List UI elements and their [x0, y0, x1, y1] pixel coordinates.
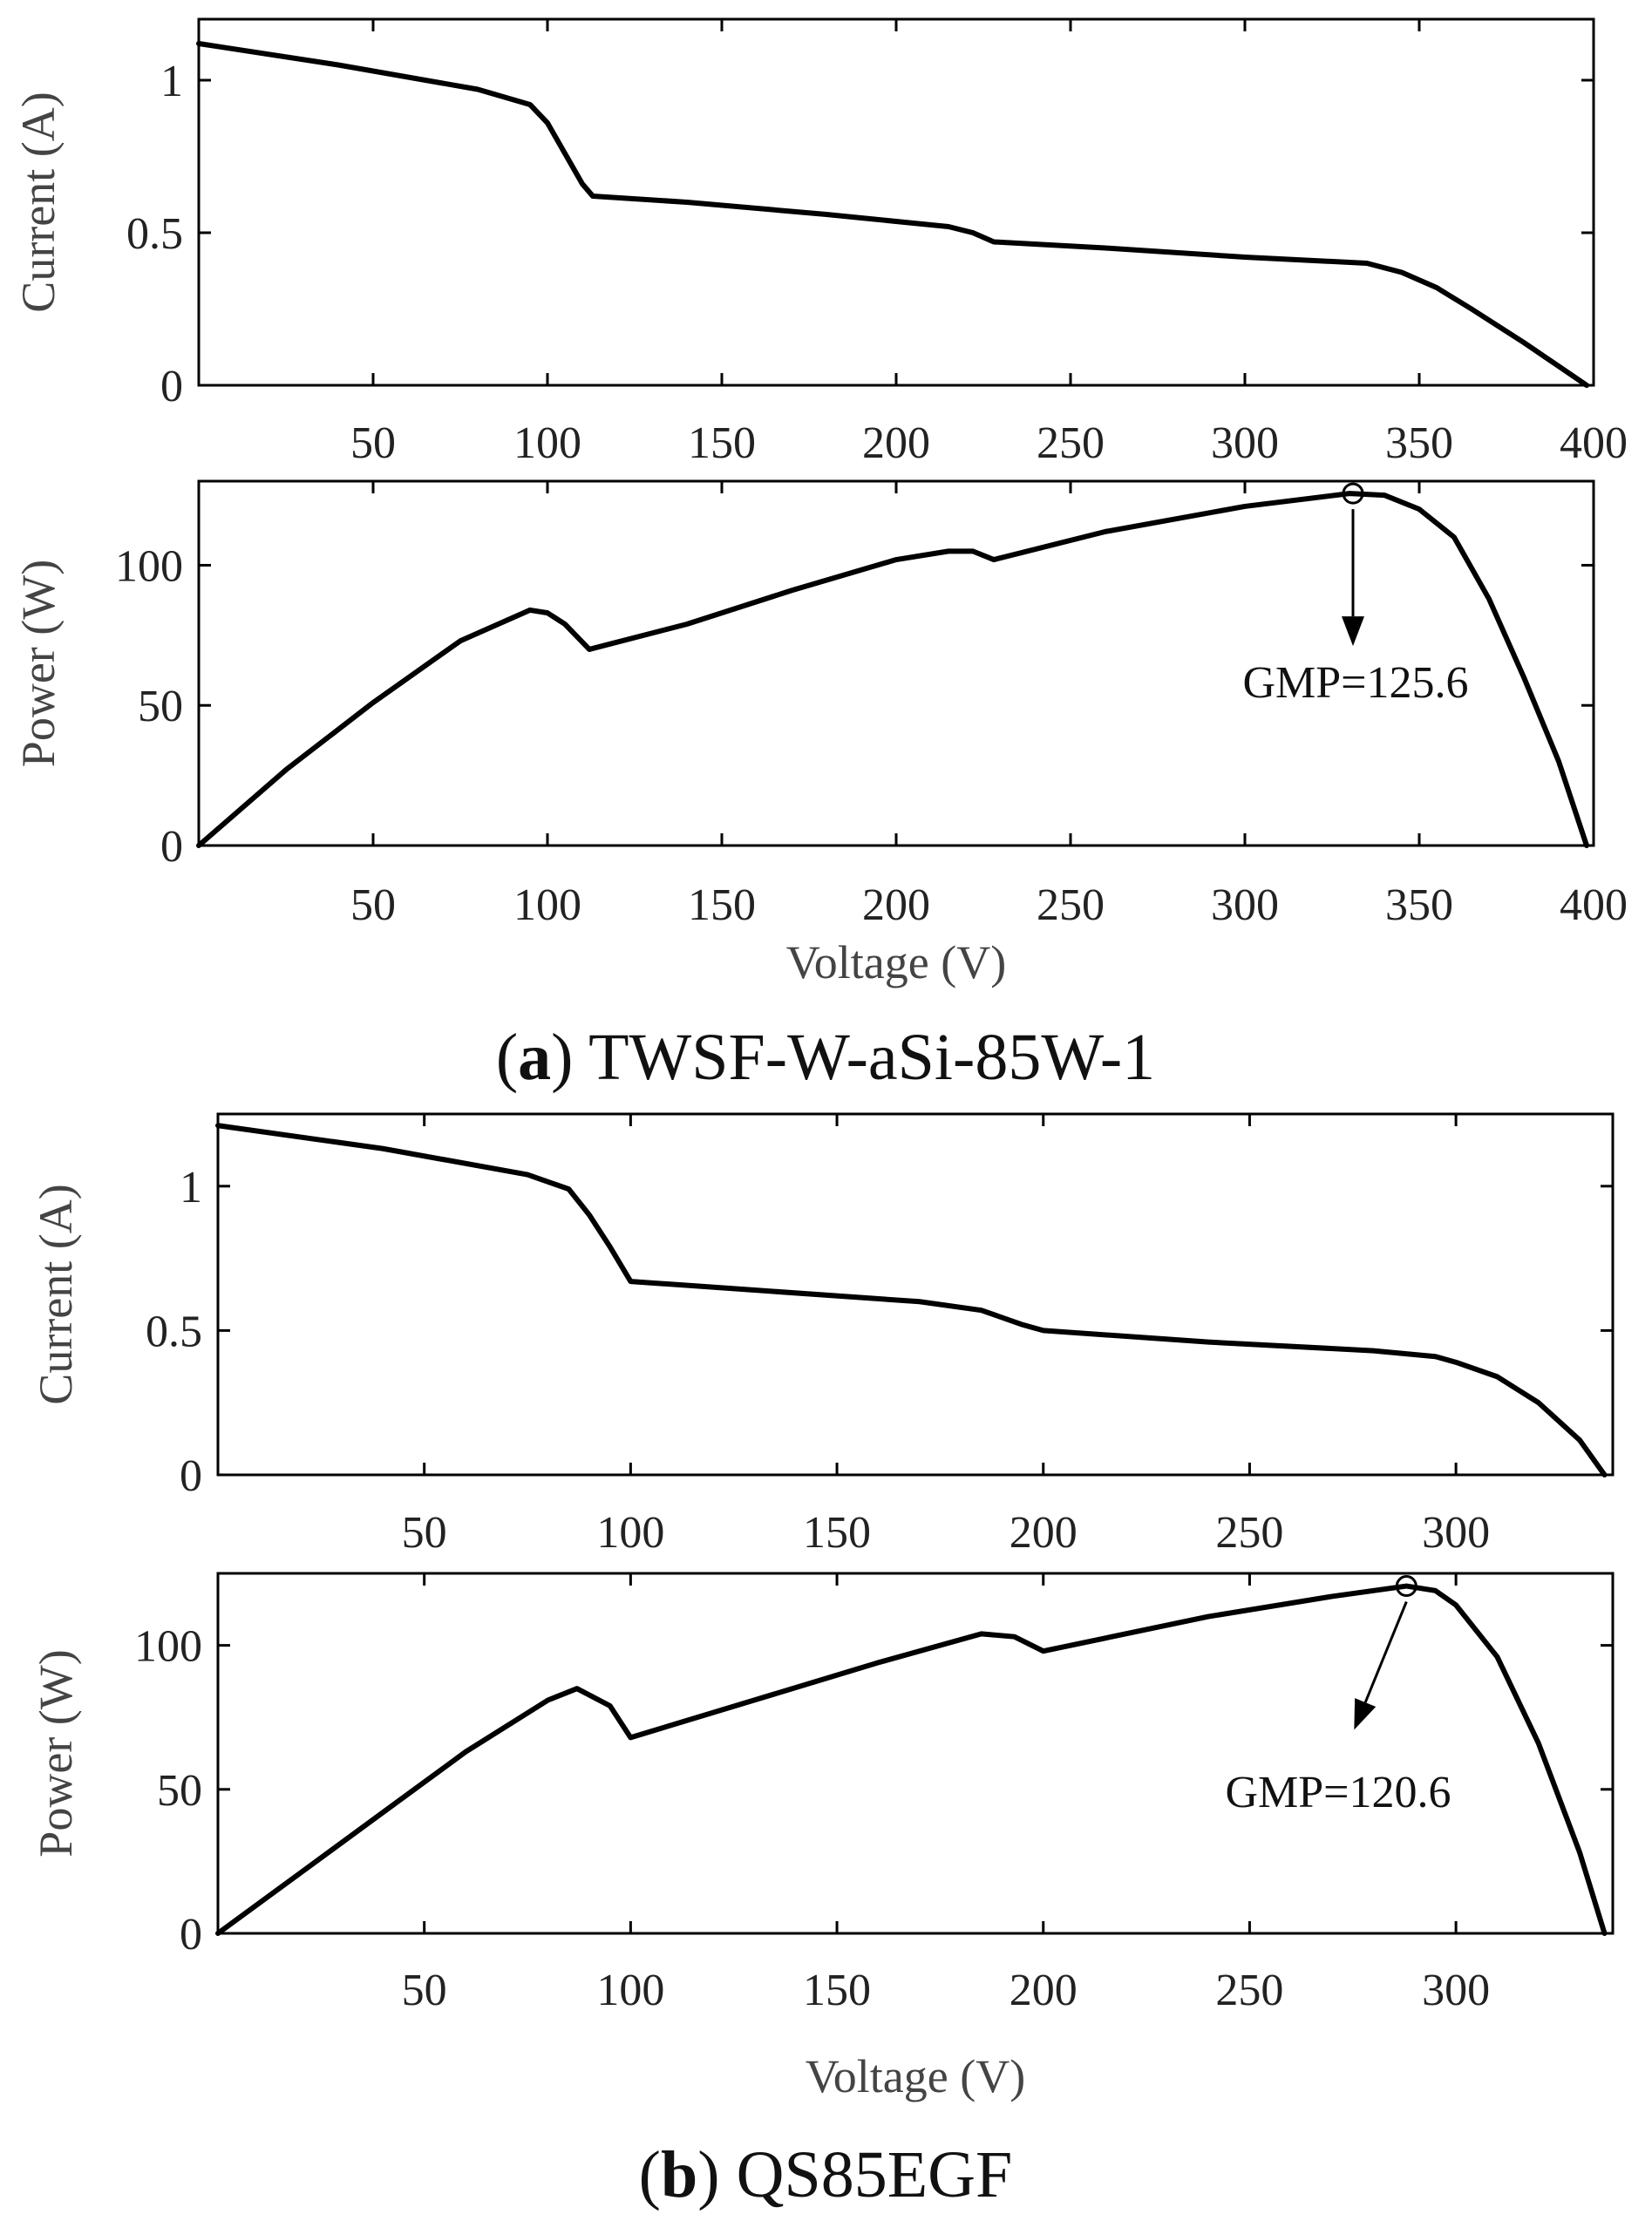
panel-a-power: 50 100 150 200 250 300 350 400 0 50 100 Power (W) Vo… [12, 479, 1628, 988]
x-tick-label: 50 [350, 880, 396, 930]
x-tick-label: 400 [1560, 880, 1628, 930]
y-axis-label: Current (A) [30, 1184, 82, 1404]
caption-a: (a) TWSF-W-aSi-85W-1 [496, 1021, 1155, 1094]
plot-frame [216, 1112, 1615, 1477]
x-tick-label: 50 [350, 418, 396, 468]
x-tick-label: 50 [402, 1966, 447, 2015]
x-tick-label: 250 [1215, 1966, 1283, 2015]
series-line-p-v [196, 491, 1589, 848]
x-tick-label: 300 [1422, 1966, 1490, 2015]
x-axis-label: Voltage (V) [806, 2050, 1025, 2102]
x-tick-label: 200 [1010, 1966, 1078, 2015]
x-axis-label: Voltage (V) [786, 936, 1006, 988]
x-tick-label: 300 [1422, 1508, 1490, 1558]
x-tick-label: 350 [1385, 418, 1453, 468]
x-tick-label: 400 [1560, 418, 1628, 468]
y-tick-label: 50 [157, 1766, 202, 1816]
y-tick-label: 0 [180, 1910, 202, 1960]
x-tick-label: 50 [402, 1508, 447, 1558]
gmp-arrow-head [1342, 616, 1364, 647]
x-tick-label: 100 [513, 418, 581, 468]
y-tick-label: 50 [138, 682, 183, 731]
x-tick-label: 100 [596, 1966, 664, 2015]
caption-b-letter: b [661, 2138, 697, 2211]
y-axis-label: Power (W) [30, 1649, 82, 1857]
gmp-annotation: GMP=120.6 [1225, 1768, 1451, 1817]
x-tick-label: 200 [862, 880, 930, 930]
plot-frame [216, 1572, 1615, 1935]
y-tick-label: 1 [180, 1163, 202, 1212]
gmp-marker [1395, 1575, 1417, 1598]
x-tick-label: 250 [1037, 418, 1105, 468]
panel-a-current: 50 100 150 200 250 300 350 400 0 0.5 1 Current (A) [12, 17, 1628, 468]
x-tick-label: 250 [1215, 1508, 1283, 1558]
x-tick-label: 150 [688, 880, 756, 930]
x-tick-label: 250 [1037, 880, 1105, 930]
x-tick-label: 100 [513, 880, 581, 930]
x-tick-label: 150 [803, 1508, 871, 1558]
gmp-annotation: GMP=125.6 [1242, 658, 1468, 708]
y-tick-label: 100 [115, 541, 183, 591]
x-tick-label: 150 [688, 418, 756, 468]
gmp-marker [1342, 482, 1364, 505]
x-tick-label: 150 [803, 1966, 871, 2015]
series-line-i-v [196, 41, 1589, 388]
y-axis-label: Current (A) [12, 92, 65, 312]
y-tick-label: 0.5 [126, 209, 183, 259]
gmp-arrow-head [1354, 1698, 1377, 1730]
panel-b-current: 50 100 150 200 250 300 0 0.5 1 Current (A) [30, 1112, 1615, 1558]
y-axis-label: Power (W) [12, 560, 65, 767]
x-tick-label: 100 [596, 1508, 664, 1558]
y-tick-label: 0 [160, 362, 183, 411]
y-tick-label: 0 [180, 1451, 202, 1501]
caption-b: (b) QS85EGF [639, 2138, 1013, 2211]
series-line-i-v [215, 1123, 1608, 1477]
caption-a-letter: a [518, 1021, 551, 1094]
x-tick-label: 200 [862, 418, 930, 468]
panel-b-power: 50 100 150 200 250 300 0 50 100 Power (W) Voltage … [30, 1572, 1615, 2102]
y-tick-label: 0 [160, 822, 183, 872]
x-tick-label: 350 [1385, 880, 1453, 930]
y-tick-label: 1 [160, 57, 183, 106]
y-tick-label: 100 [134, 1622, 202, 1672]
x-tick-label: 300 [1211, 880, 1279, 930]
x-tick-label: 300 [1211, 418, 1279, 468]
plot-frame [197, 17, 1595, 387]
gmp-arrow-line [1363, 1600, 1408, 1703]
x-tick-label: 200 [1010, 1508, 1078, 1558]
series-line-p-v [215, 1583, 1608, 1936]
y-tick-label: 0.5 [146, 1307, 202, 1356]
